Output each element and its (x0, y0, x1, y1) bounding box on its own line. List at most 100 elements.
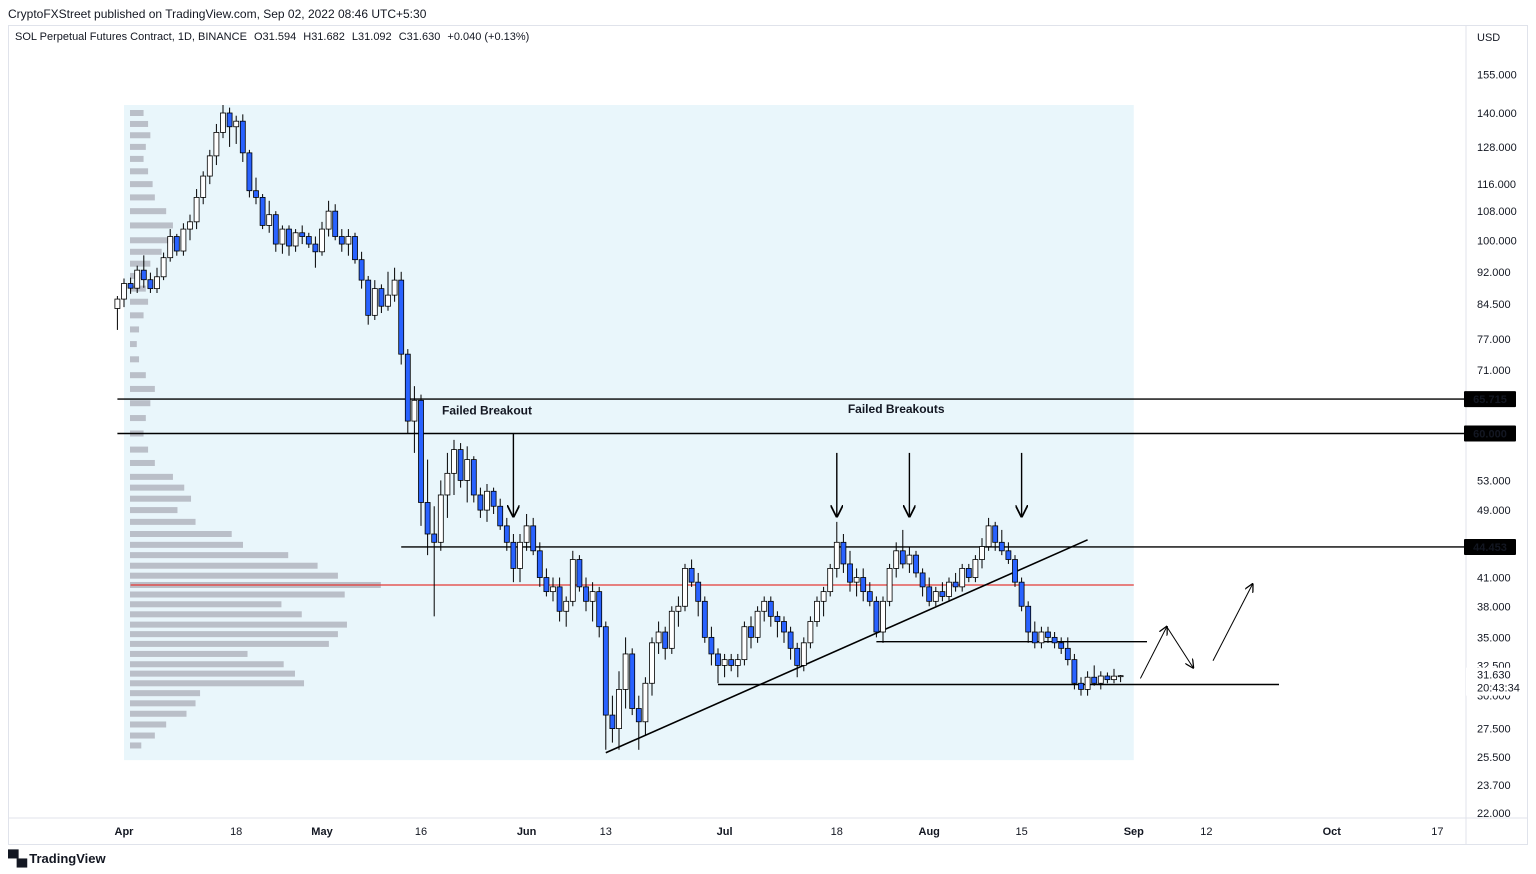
tradingview-logo-icon: ▀▄ (8, 850, 27, 867)
ohlc-open: O31.594 (253, 31, 297, 43)
candle (932, 586, 939, 607)
candle (873, 596, 880, 638)
candle (319, 221, 325, 256)
volume-profile-bar (130, 473, 173, 480)
candle-body (748, 626, 754, 638)
candle (734, 653, 741, 678)
candle (622, 637, 629, 709)
time-tick-label: 12 (1200, 826, 1212, 838)
candle-body (147, 279, 154, 290)
candle-body (451, 449, 457, 474)
candle-body (523, 525, 530, 543)
candle (952, 572, 959, 592)
candle-body (708, 636, 715, 655)
projection-arrow[interactable] (1139, 627, 1166, 679)
price-tick-label: 128.000 (1477, 142, 1517, 154)
projection-arrow[interactable] (1212, 584, 1253, 662)
candle-body (1111, 675, 1117, 681)
symbol-title[interactable]: SOL Perpetual Futures Contract, 1D, BINA… (15, 31, 247, 43)
candle-body (721, 659, 728, 666)
volume-profile-bar (130, 446, 149, 453)
volume-profile-bar (130, 518, 196, 525)
candle (154, 267, 160, 293)
candle-body (662, 631, 669, 649)
candle (530, 517, 537, 556)
candle-body (1018, 581, 1025, 607)
candle-body (154, 276, 160, 290)
candle-body (352, 236, 358, 261)
candle-body (398, 279, 405, 355)
candle (140, 255, 147, 288)
candle-body (800, 642, 807, 666)
candle-body (609, 714, 616, 729)
price-tick-label: 116.000 (1477, 179, 1516, 191)
candle-body (972, 559, 979, 578)
volume-profile-bar (130, 484, 185, 491)
candle (1117, 675, 1124, 683)
candle (1051, 632, 1058, 649)
volume-profile-bar (130, 372, 146, 379)
volume-profile-bar (130, 326, 140, 333)
candle-body (1078, 682, 1084, 690)
candle-body (497, 505, 504, 527)
candle (913, 550, 919, 578)
candle (470, 456, 477, 503)
candle (550, 577, 556, 602)
volume-profile-bar (130, 341, 137, 348)
candle (1018, 577, 1025, 612)
candle (484, 484, 490, 522)
volume-profile-bar (130, 248, 162, 255)
price-tick-label: 25.500 (1477, 752, 1511, 764)
ascending-trendline[interactable] (605, 539, 1088, 754)
candle (226, 107, 233, 147)
price-tick-label: 77.000 (1477, 334, 1511, 346)
candle-body (866, 591, 873, 602)
candle (312, 236, 319, 268)
candle-body (649, 642, 655, 684)
candle-body (965, 568, 972, 578)
price-tick-label: 108.000 (1477, 206, 1517, 218)
price-tick-label: 41.000 (1477, 573, 1511, 585)
price-tick-label: 53.000 (1477, 475, 1511, 487)
candle (325, 200, 332, 237)
candle-body (893, 550, 900, 569)
candle (682, 563, 688, 612)
candle (906, 546, 913, 573)
volume-profile-bar (130, 237, 178, 244)
candle-body (576, 559, 583, 588)
tradingview-logo[interactable]: ▀▄ TradingView (8, 850, 106, 867)
candle-body (358, 259, 365, 281)
candle-body (536, 550, 543, 578)
candle (655, 621, 662, 654)
volume-profile-bar (130, 690, 201, 697)
volume-profile-bar (130, 601, 282, 608)
candle (767, 596, 774, 627)
projection-arrow[interactable] (1166, 626, 1193, 668)
candle-body (728, 659, 735, 666)
candle (972, 555, 979, 583)
candle-body (794, 647, 801, 666)
time-tick-label: Apr (115, 826, 135, 838)
candle-body (517, 541, 523, 569)
candle (404, 349, 411, 434)
candle (701, 596, 708, 643)
candle (959, 563, 966, 592)
volume-profile-bar (130, 507, 178, 514)
candle (206, 149, 213, 185)
candle-body (338, 236, 345, 245)
candle-body (279, 228, 286, 245)
candle (239, 114, 246, 162)
last-price-tag (1466, 667, 1526, 696)
candle (754, 606, 761, 643)
candle (1084, 671, 1091, 696)
volume-profile-bar (130, 700, 196, 707)
bar-countdown-label: 20:43:34 (1477, 683, 1520, 695)
volume-profile-bar (130, 194, 155, 201)
time-tick-label: Aug (919, 826, 940, 838)
price-level-tag (1464, 425, 1516, 442)
candle-body (1012, 559, 1018, 583)
candle-body (913, 554, 919, 574)
candle-body (140, 269, 147, 281)
candle (708, 626, 715, 666)
